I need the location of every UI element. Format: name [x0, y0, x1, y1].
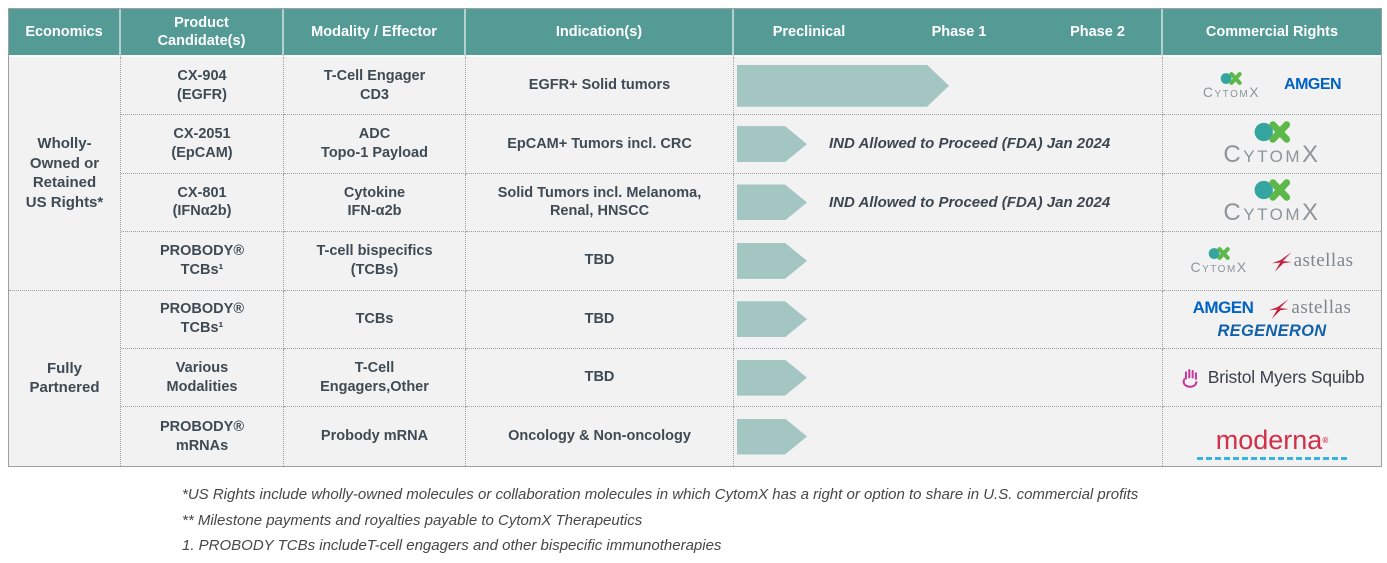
phase-track: IND Allowed to Proceed (FDA) Jan 2024 [734, 173, 1163, 233]
moderna-registered-mark: ® [1322, 436, 1329, 446]
footnotes: *US Rights include wholly-owned molecule… [182, 482, 1138, 559]
phase-track: IND Allowed to Proceed (FDA) Jan 2024 [734, 115, 1163, 174]
column-header-product: Product Candidate(s) [121, 9, 284, 57]
pipeline-table: Economics Product Candidate(s) Modality … [8, 8, 1382, 467]
moderna-logo: moderna® [1197, 413, 1347, 461]
commercial-rights-cell: Bristol Myers Squibb [1163, 348, 1381, 408]
phase-progress-arrow [737, 65, 949, 107]
astellas-wordmark: astellas [1291, 296, 1352, 318]
indication-cell: TBD [466, 232, 734, 291]
indication-cell: Solid Tumors incl. Melanoma, Renal, HNSC… [466, 173, 734, 233]
bms-wordmark: Bristol Myers Squibb [1207, 367, 1365, 388]
milestone-note: IND Allowed to Proceed (FDA) Jan 2024 [829, 135, 1111, 153]
product-cell: CX-904 (EGFR) [121, 57, 284, 116]
commercial-rights-cell: CytomX [1163, 173, 1381, 233]
indication-cell: TBD [466, 290, 734, 349]
product-cell: PROBODY® TCBs¹ [121, 290, 284, 349]
bms-hand-icon [1182, 369, 1198, 388]
astellas-wordmark: astellas [1293, 249, 1354, 271]
commercial-rights-cell: CytomX AMGEN [1163, 57, 1381, 116]
cytomx-wordmark: CytomX [1202, 84, 1261, 101]
modality-cell: Cytokine IFN-α2b [284, 173, 466, 233]
modality-cell: T-Cell Engagers,Other [284, 348, 466, 408]
column-header-economics: Economics [9, 9, 121, 57]
commercial-rights-cell: moderna® [1163, 407, 1381, 466]
column-header-commercial-rights: Commercial Rights [1163, 9, 1381, 57]
phase-track [734, 57, 1163, 116]
phase-progress-arrow [737, 243, 807, 279]
bristol-myers-squibb-logo: Bristol Myers Squibb [1180, 366, 1364, 389]
product-cell: Various Modalities [121, 348, 284, 408]
cytomx-logo: CytomX [1190, 247, 1247, 274]
cytomx-wordmark: CytomX [1190, 259, 1248, 276]
indication-cell: EGFR+ Solid tumors [466, 57, 734, 116]
cytomx-wordmark: CytomX [1223, 199, 1321, 227]
astellas-star-icon [1269, 299, 1290, 320]
economics-group-fully-partnered: Fully Partnered [9, 290, 121, 466]
commercial-rights-cell: CytomX [1163, 115, 1381, 174]
phase-progress-arrow [737, 419, 807, 455]
product-cell: PROBODY® TCBs¹ [121, 232, 284, 291]
phase-track [734, 348, 1163, 408]
indication-cell: EpCAM+ Tumors incl. CRC [466, 115, 734, 174]
modality-cell: ADC Topo-1 Payload [284, 115, 466, 174]
footnote-us-rights: *US Rights include wholly-owned molecule… [182, 486, 1139, 503]
column-header-phase2: Phase 2 [1034, 9, 1163, 57]
phase-track [734, 232, 1163, 291]
modality-cell: Probody mRNA [284, 407, 466, 466]
cytomx-wordmark: CytomX [1223, 141, 1321, 169]
modality-cell: T-cell bispecifics (TCBs) [284, 232, 466, 291]
modality-cell: TCBs [284, 290, 466, 349]
product-cell: CX-2051 (EpCAM) [121, 115, 284, 174]
milestone-note: IND Allowed to Proceed (FDA) Jan 2024 [829, 193, 1111, 211]
amgen-logo: AMGEN [1284, 76, 1342, 94]
cytomx-icon [1253, 121, 1291, 143]
cytomx-logo: CytomX [1203, 72, 1260, 99]
moderna-dashed-underline [1197, 457, 1347, 461]
footnote-probody: 1. PROBODY TCBs includeT-cell engagers a… [182, 537, 722, 554]
product-cell: CX-801 (IFNα2b) [121, 173, 284, 233]
cytomx-icon [1253, 179, 1291, 201]
column-header-modality: Modality / Effector [284, 9, 466, 57]
modality-cell: T-Cell Engager CD3 [284, 57, 466, 116]
phase-progress-arrow [737, 184, 807, 220]
phase-track [734, 290, 1163, 349]
astellas-logo: astellas [1271, 249, 1354, 274]
astellas-logo: astellas [1269, 296, 1351, 321]
commercial-rights-cell: AMGEN astellas REGENERON [1163, 290, 1381, 349]
phase-progress-arrow [737, 360, 807, 396]
indication-cell: Oncology & Non-oncology [466, 407, 734, 466]
cytomx-logo: CytomX [1223, 121, 1320, 167]
phase-track [734, 407, 1163, 466]
economics-group-wholly-owned: Wholly- Owned or Retained US Rights* [9, 57, 121, 291]
regeneron-logo: REGENERON [1217, 322, 1327, 341]
column-header-indication: Indication(s) [466, 9, 734, 57]
phase-progress-arrow [737, 301, 807, 337]
amgen-logo: AMGEN [1192, 297, 1254, 317]
footnote-milestones: ** Milestone payments and royalties paya… [182, 511, 643, 529]
moderna-wordmark: moderna [1215, 425, 1323, 456]
indication-cell: TBD [466, 348, 734, 408]
cytomx-logo: CytomX [1223, 179, 1320, 225]
product-cell: PROBODY® mRNAs [121, 407, 284, 466]
column-header-phase1: Phase 1 [884, 9, 1034, 57]
astellas-star-icon [1271, 252, 1292, 272]
phase-progress-arrow [737, 126, 807, 162]
commercial-rights-cell: CytomX astellas [1163, 232, 1381, 291]
column-header-preclinical: Preclinical [734, 9, 884, 57]
